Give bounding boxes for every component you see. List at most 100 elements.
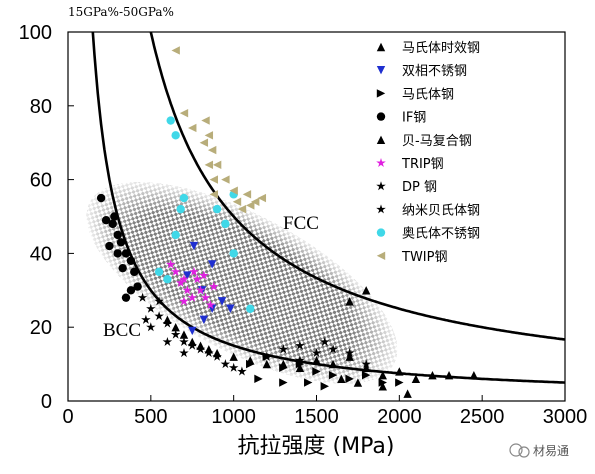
data-point [403,389,412,398]
data-point [101,215,111,225]
legend-label: 贝-马复合钢 [402,134,472,149]
legend-label: IF钢 [402,111,426,126]
data-point [311,348,322,358]
data-point [199,315,209,325]
data-point [295,363,305,372]
legend-marker [376,158,386,167]
point-layer [96,46,479,398]
data-point [254,374,263,384]
data-point [179,296,189,306]
data-point [444,370,454,380]
data-point [189,266,199,276]
data-point [96,193,106,203]
data-point [207,260,217,269]
data-point [192,274,202,284]
data-point [171,323,180,332]
data-point [212,351,222,361]
fcc-label: FCC [283,213,319,234]
y-tick-label: 0 [41,391,52,413]
data-point [137,292,148,302]
data-point [220,359,231,369]
curve-1 [91,32,565,384]
data-point [170,266,181,276]
data-point [237,366,247,376]
data-point [304,378,313,387]
data-point [345,352,354,361]
data-point [345,374,354,384]
data-point [105,241,114,251]
data-point [344,348,355,358]
data-point [262,359,271,369]
data-point [201,116,210,125]
data-point [163,275,172,284]
data-point [189,241,199,251]
legend-marker [376,135,386,144]
legend-item: 马氏体钢 [376,87,454,102]
data-point [242,190,252,199]
data-point [200,292,211,302]
data-point [246,356,255,365]
corner-label: 15GPa%-50GPa% [68,5,174,19]
wechat-icon [509,443,523,457]
data-point [166,259,176,269]
data-point [362,363,371,372]
legend-marker [376,181,386,191]
data-point [121,249,131,258]
data-point [162,318,173,328]
data-point [251,197,260,206]
data-point [162,337,173,346]
x-tick-label: 3000 [543,406,588,428]
legend-marker [376,204,386,214]
data-point [199,270,209,280]
data-point [113,249,122,258]
data-point [279,378,288,387]
data-point [278,344,289,354]
data-point [228,362,239,372]
data-point [187,292,197,302]
legend-marker [376,112,386,121]
data-point [279,359,288,369]
data-point [130,267,139,277]
legend-label: 双相不锈钢 [402,64,467,79]
data-point [118,263,127,273]
data-point [195,344,206,354]
data-point [116,238,126,247]
data-point [187,340,197,350]
data-point [146,303,156,313]
series-6 [166,259,219,310]
legend-item: 纳米贝氏体钢 [376,203,480,218]
curve-layer [91,32,565,384]
data-point [179,108,189,118]
data-point [361,359,371,369]
x-tick-label: 0 [62,406,73,428]
data-point [221,219,230,229]
series-8 [262,337,371,369]
legend-item: DP 钢 [376,180,437,195]
legend-marker [376,251,386,260]
data-point [229,352,238,361]
data-point [312,367,321,376]
legend-item: 双相不锈钢 [376,64,467,79]
legend-marker [376,66,386,75]
data-point [262,351,272,361]
series-1 [328,286,479,398]
wechat-icon-small [518,446,530,458]
data-point [212,204,222,214]
legend-label: DP 钢 [402,180,437,195]
data-point [469,370,479,380]
data-point [320,382,329,391]
axis-ticks: 0 500 1000 1500 2000 2500 3000 0 20 40 60 80 100 [19,22,588,428]
legend-label: TWIP钢 [401,250,447,265]
data-point [176,204,185,214]
data-point [204,131,214,140]
data-point [246,304,255,313]
data-point [395,367,404,376]
data-point [175,277,186,287]
data-point [179,193,189,203]
data-point [246,201,255,210]
data-point [428,370,437,380]
legend-item: IF钢 [376,111,426,126]
data-point [209,281,219,291]
